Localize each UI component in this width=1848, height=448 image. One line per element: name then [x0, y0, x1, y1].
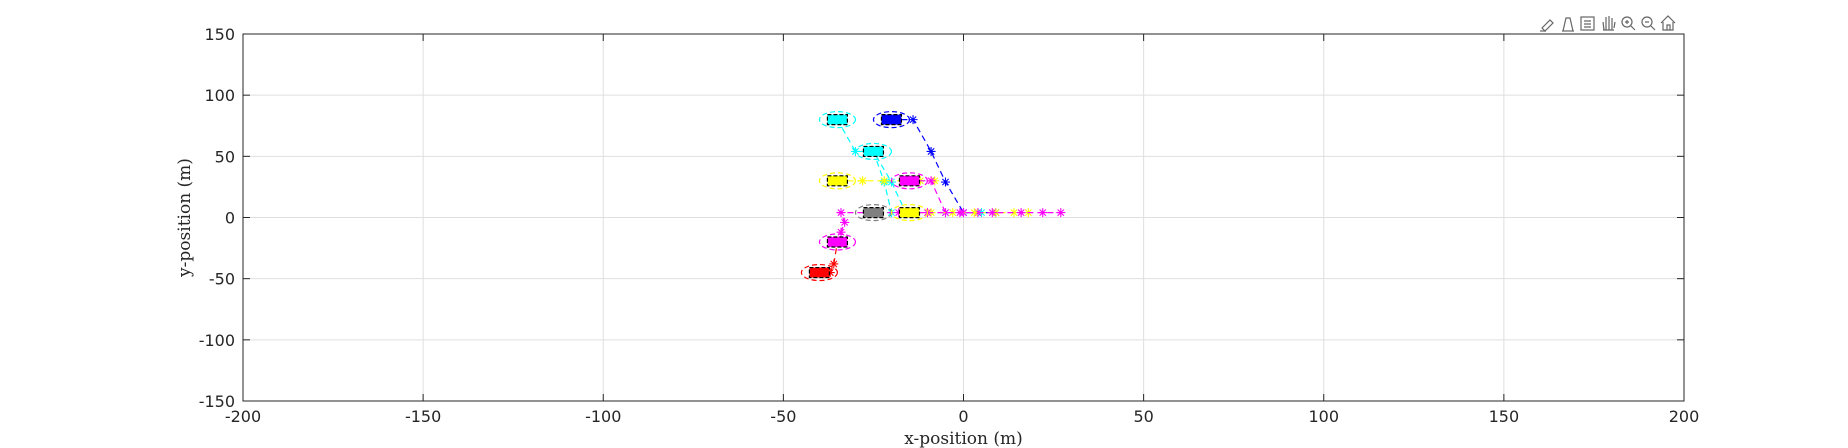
data-tip-icon[interactable] — [1562, 17, 1574, 32]
y-axis-label: y-position (m) — [175, 158, 195, 278]
vehicle-uncertainty-ellipse — [818, 111, 857, 129]
grid-lines — [243, 34, 1684, 401]
trajectory-point — [969, 208, 979, 218]
vehicle — [854, 142, 893, 161]
x-tick-label: 100 — [1308, 407, 1339, 426]
vehicle-box — [808, 266, 831, 279]
vehicle — [818, 233, 857, 251]
home-icon[interactable] — [1660, 15, 1676, 31]
plot-axes: -200 -150 -100 -50 0 50 100 150 200 -150-100-500… — [199, 25, 1700, 426]
vehicle-box — [826, 175, 849, 187]
x-tick-label: -150 — [405, 407, 441, 426]
vehicle-uncertainty-ellipse — [890, 172, 929, 190]
x-tick-label: -200 — [225, 407, 261, 426]
trajectory-line — [909, 180, 978, 214]
trajectory-point — [940, 208, 950, 218]
y-tick-label: -100 — [199, 331, 235, 350]
y-tick-label: 100 — [204, 86, 235, 105]
trajectory-point — [1038, 208, 1048, 218]
tick-marks — [242, 33, 1685, 402]
vehicle — [818, 111, 857, 129]
trajectory-point — [1016, 208, 1026, 218]
brush-icon[interactable] — [1540, 19, 1554, 32]
x-axis-label: x-position (m) — [904, 429, 1023, 448]
x-tick-label: -100 — [585, 407, 621, 426]
trajectory-point — [894, 208, 904, 218]
x-tick-label: 0 — [958, 407, 968, 426]
zoom-out-icon[interactable] — [1641, 16, 1656, 31]
y-tick-label: 50 — [215, 147, 235, 166]
vehicle — [818, 172, 857, 190]
vehicle — [890, 204, 929, 222]
trajectory-point — [1056, 208, 1066, 218]
vehicle-uncertainty-ellipse — [890, 204, 929, 222]
vehicle-uncertainty-ellipse — [818, 172, 857, 190]
trajectory-point — [955, 208, 965, 218]
y-tick-label: -150 — [199, 392, 235, 411]
vehicle-box — [862, 145, 885, 158]
x-tick-label: 50 — [1133, 407, 1153, 426]
vehicle-box — [898, 207, 921, 219]
trajectory-point — [940, 177, 950, 187]
vehicle-box — [826, 236, 849, 248]
vehicle-box — [862, 207, 885, 219]
vehicle-box — [898, 175, 921, 187]
vehicles — [800, 111, 929, 282]
y-tick-label: 0 — [225, 209, 235, 228]
legend-icon[interactable] — [1580, 16, 1595, 31]
vehicle-box — [826, 114, 849, 126]
vehicle-uncertainty-ellipse — [818, 233, 857, 251]
trajectory-point — [1009, 208, 1019, 218]
trajectory-point — [987, 208, 997, 218]
trajectory-point — [926, 176, 936, 186]
y-tick-label: -50 — [209, 270, 235, 289]
vehicle — [872, 111, 911, 129]
x-tick-label: 200 — [1669, 407, 1700, 426]
trajectory-point — [829, 259, 839, 269]
vehicle-uncertainty-ellipse — [854, 142, 893, 161]
vehicle — [800, 263, 839, 282]
trajectory-point — [908, 115, 918, 125]
x-tick-labels: -200 -150 -100 -50 0 50 100 150 200 — [225, 407, 1699, 426]
vehicle-box — [880, 114, 903, 126]
pan-icon[interactable] — [1602, 16, 1616, 31]
trajectory-point — [836, 227, 846, 237]
y-tick-labels: -150 -100 -50 0 50 100 150 — [199, 25, 235, 411]
axes-toolbar — [1540, 15, 1676, 32]
x-tick-label: -50 — [770, 407, 796, 426]
trajectory-point — [840, 217, 850, 227]
vehicle — [890, 172, 929, 190]
y-tick-label: 150 — [204, 25, 235, 44]
trajectory-point — [836, 208, 846, 218]
vehicle-uncertainty-ellipse — [800, 263, 839, 282]
trajectory-point — [825, 268, 835, 278]
trajectory-point — [879, 176, 889, 186]
trajectory-point — [858, 176, 868, 186]
x-tick-label: 150 — [1489, 407, 1520, 426]
vehicle-uncertainty-ellipse — [872, 111, 911, 129]
zoom-in-icon[interactable] — [1621, 16, 1636, 31]
trajectory-point — [926, 146, 936, 156]
